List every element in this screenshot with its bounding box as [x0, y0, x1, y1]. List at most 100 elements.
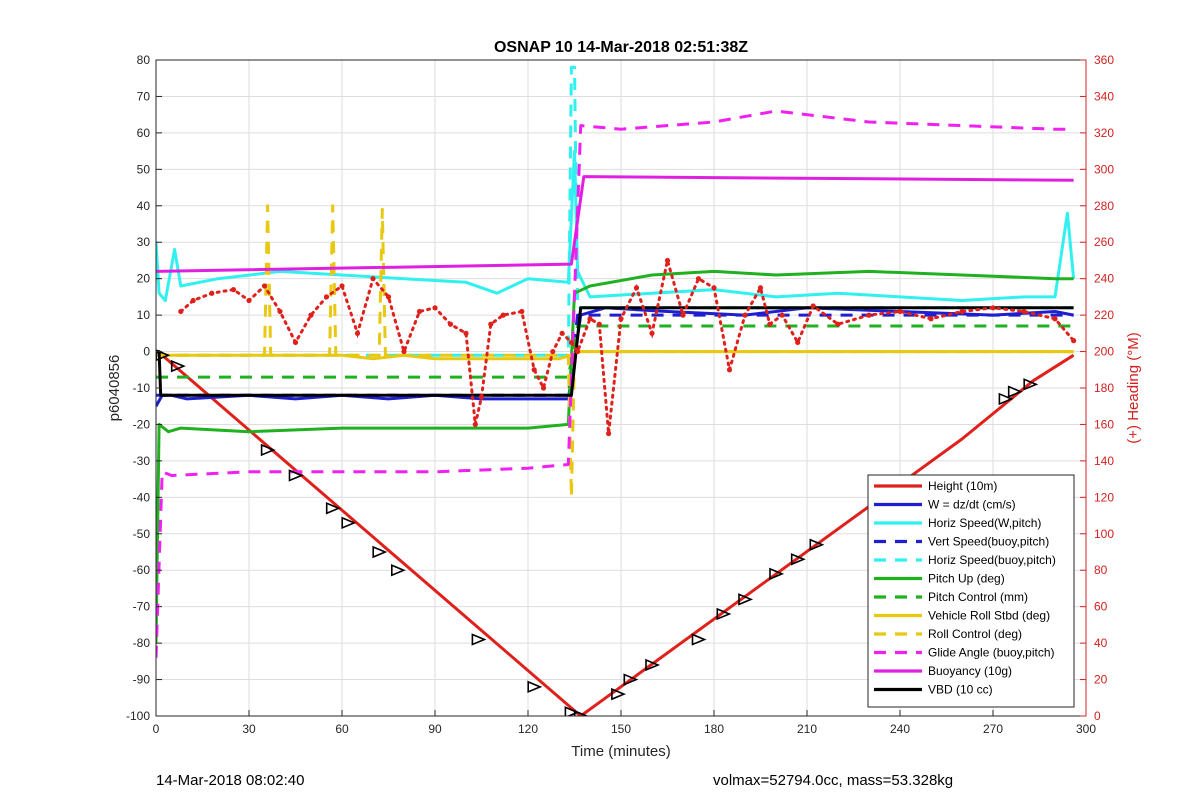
series-marker: [341, 516, 357, 530]
y-tick-label-left: -40: [133, 490, 151, 504]
legend-box: [867, 474, 1075, 708]
y-tick-label-left: 10: [137, 308, 151, 322]
y-tick-label-left: -50: [133, 527, 151, 541]
legend: Height (10m) W = dz/dt (cm/s) Horiz Speed(…: [867, 474, 1075, 708]
y-tick-label-right: 340: [1094, 89, 1114, 103]
y-tick-label-right: 260: [1094, 235, 1114, 249]
heading-series: [179, 259, 1076, 434]
y-tick-label-left: -70: [133, 600, 151, 614]
y-axis-label-right: (+) Heading (°M): [1125, 332, 1142, 443]
y-tick-label-right: 280: [1094, 199, 1114, 213]
y-tick-label-right: 60: [1094, 600, 1108, 614]
legend-entry-label: Roll Control (deg): [928, 627, 1022, 641]
legend-entry-label: Glide Angle (buoy,pitch): [928, 646, 1055, 660]
x-tick-label: 150: [611, 722, 631, 736]
series-marker: [790, 553, 806, 566]
legend-entry-label: Pitch Up (deg): [928, 572, 1005, 586]
y-tick-label-left: 30: [137, 235, 151, 249]
y-tick-label-left: 50: [137, 162, 151, 176]
series-line-10: [156, 175, 1074, 273]
y-tick-label-right: 360: [1094, 53, 1114, 67]
x-tick-label: 30: [242, 722, 256, 736]
y-tick-label-right: 200: [1094, 345, 1114, 359]
series-marker: [573, 709, 589, 716]
y-tick-label-left: 20: [137, 272, 151, 286]
legend-entry-label: Horiz Speed(W,pitch): [928, 516, 1041, 530]
y-tick-label-left: 40: [137, 199, 151, 213]
series-line-9: [156, 109, 1074, 658]
series-marker: [260, 443, 276, 457]
series-marker: [471, 633, 487, 646]
y-tick-label-left: 80: [137, 53, 151, 67]
x-tick-label: 180: [704, 722, 724, 736]
footer-timestamp: 14-Mar-2018 08:02:40: [156, 772, 305, 789]
series-marker: [623, 673, 639, 686]
series-marker: [998, 392, 1014, 406]
series-marker: [691, 633, 707, 646]
y-axis-label-left: p6040856: [106, 355, 123, 422]
x-tick-label: 240: [890, 722, 910, 736]
legend-entry-label: VBD (10 cc): [928, 683, 993, 697]
legend-entry-label: W = dz/dt (cm/s): [928, 498, 1016, 512]
y-tick-label-left: 0: [143, 345, 150, 359]
series-line-1: [156, 306, 1074, 407]
series-marker: [325, 502, 341, 515]
y-tick-label-right: 320: [1094, 126, 1114, 140]
series-marker: [170, 359, 186, 373]
series-marker: [564, 706, 580, 716]
x-tick-label: 60: [335, 722, 349, 736]
series-marker: [738, 593, 754, 606]
y-tick-label-right: 240: [1094, 272, 1114, 286]
series-marker: [372, 545, 388, 559]
series-line-2: [156, 149, 1076, 302]
y-tick-label-left: -20: [133, 417, 151, 431]
series-marker: [809, 538, 825, 551]
series-line-4: [156, 65, 1074, 357]
y-tick-label-right: 220: [1094, 308, 1114, 322]
series-marker: [288, 469, 304, 482]
y-tick-label-right: 140: [1094, 454, 1114, 468]
y-tick-label-right: 20: [1094, 673, 1108, 687]
legend-entry-label: Pitch Control (mm): [928, 590, 1028, 604]
legend-entry-label: Height (10m): [928, 479, 997, 493]
y-tick-label-right: 120: [1094, 490, 1114, 504]
footer-info: volmax=52794.0cc, mass=53.328kg: [713, 772, 954, 789]
axes: 0 30 60 90 120 150 180 210 240 270 300807060504030…: [126, 53, 1114, 736]
y-tick-label-right: 40: [1094, 636, 1108, 650]
legend-entry-label: Buoyancy (10g): [928, 664, 1012, 678]
y-tick-label-left: -30: [133, 454, 151, 468]
y-tick-label-right: 100: [1094, 527, 1114, 541]
x-tick-label: 120: [518, 722, 538, 736]
chart-title: OSNAP 10 14-Mar-2018 02:51:38Z: [494, 39, 748, 56]
x-tick-label: 300: [1076, 722, 1096, 736]
legend-entry-label: Vehicle Roll Stbd (deg): [928, 609, 1050, 623]
x-tick-label: 270: [983, 722, 1003, 736]
legend-entry-label: Horiz Speed(buoy,pitch): [928, 553, 1056, 567]
y-tick-label-right: 80: [1094, 563, 1108, 577]
series-line-8: [156, 204, 1074, 499]
y-tick-label-right: 0: [1094, 709, 1101, 723]
y-tick-label-left: -60: [133, 563, 151, 577]
series-marker: [716, 607, 732, 621]
series-marker: [645, 658, 661, 672]
y-tick-label-left: -90: [133, 673, 151, 687]
series-marker: [527, 680, 543, 694]
y-tick-label-left: -10: [133, 381, 151, 395]
y-tick-label-left: -80: [133, 636, 151, 650]
legend-entry-label: Vert Speed(buoy,pitch): [928, 535, 1049, 549]
series-marker: [1023, 378, 1039, 391]
series-marker: [611, 687, 626, 701]
y-tick-label-left: -100: [126, 709, 150, 723]
series-marker: [769, 567, 785, 581]
y-tick-label-right: 180: [1094, 381, 1114, 395]
series-line-7: [156, 350, 1074, 361]
x-tick-label: 90: [428, 722, 442, 736]
y-tick-label-right: 160: [1094, 417, 1114, 431]
y-tick-label-left: 60: [137, 126, 151, 140]
y-tick-label-left: 70: [137, 89, 151, 103]
x-tick-label: 0: [153, 722, 160, 736]
x-tick-label: 210: [797, 722, 817, 736]
x-axis-label: Time (minutes): [571, 743, 670, 760]
series-marker: [391, 564, 406, 577]
